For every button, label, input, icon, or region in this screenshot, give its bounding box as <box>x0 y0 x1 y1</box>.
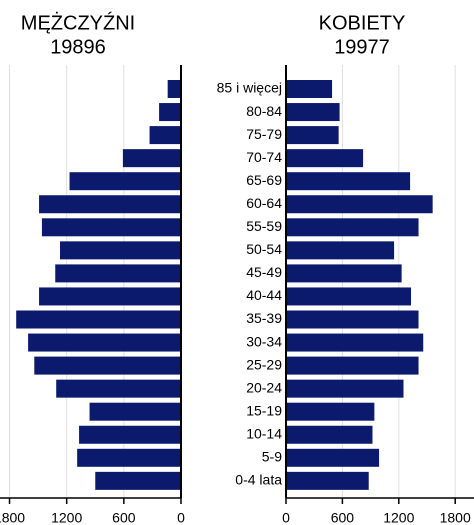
category-label: 25-29 <box>246 356 282 372</box>
bar <box>41 218 182 237</box>
x-tick-label: 1200 <box>51 510 82 525</box>
bar <box>149 126 181 145</box>
bar <box>34 356 181 375</box>
category-label: 5-9 <box>262 449 282 465</box>
bar <box>69 172 181 191</box>
x-tick-label: 1200 <box>383 510 414 525</box>
bar <box>122 149 181 168</box>
category-label: 60-64 <box>246 195 282 211</box>
series-name: MĘŻCZYŹNI <box>21 11 135 34</box>
category-label: 35-39 <box>246 310 282 326</box>
category-label: 45-49 <box>246 264 282 280</box>
bar <box>286 471 369 490</box>
category-label: 20-24 <box>246 379 282 395</box>
bar <box>16 310 182 329</box>
bar <box>55 264 181 283</box>
series-total: 19977 <box>334 36 390 58</box>
bar <box>286 333 424 352</box>
bar <box>286 195 433 214</box>
category-label: 0-4 lata <box>235 472 282 488</box>
bar <box>286 402 375 421</box>
category-label: 75-79 <box>246 126 282 142</box>
series-name: KOBIETY <box>319 12 406 34</box>
category-label: 80-84 <box>246 103 282 119</box>
x-tick-label: 600 <box>331 510 355 525</box>
bar <box>159 103 181 122</box>
category-label: 65-69 <box>246 172 282 188</box>
bar <box>286 80 333 98</box>
bar <box>89 402 181 421</box>
bar <box>286 356 419 375</box>
bar <box>39 195 182 214</box>
bar <box>60 241 181 260</box>
bar <box>286 172 411 191</box>
category-label: 30-34 <box>246 333 282 349</box>
bar <box>39 287 182 306</box>
bar <box>286 448 380 467</box>
bar <box>286 241 395 260</box>
series-total: 19896 <box>50 36 106 58</box>
bar <box>286 287 412 306</box>
category-label: 55-59 <box>246 218 282 234</box>
bar <box>286 103 340 122</box>
bar <box>79 425 181 444</box>
x-tick-label: 0 <box>282 510 290 525</box>
bar <box>286 264 402 283</box>
bar <box>56 379 181 398</box>
bar <box>286 149 364 168</box>
bar <box>77 448 181 467</box>
x-tick-label: 0 <box>177 510 185 525</box>
bar <box>286 126 339 145</box>
category-label: 70-74 <box>246 149 282 165</box>
category-label: 40-44 <box>246 287 282 303</box>
category-label: 50-54 <box>246 241 282 257</box>
x-tick-label: 600 <box>112 510 136 525</box>
bar <box>286 310 419 329</box>
category-label: 10-14 <box>246 425 282 441</box>
x-tick-label: 1800 <box>0 510 25 525</box>
bar <box>167 80 181 98</box>
bar <box>286 379 404 398</box>
bar <box>28 333 181 352</box>
bar <box>286 425 373 444</box>
x-tick-label: 1800 <box>440 510 471 525</box>
bar <box>95 471 181 490</box>
category-label: 15-19 <box>246 402 282 418</box>
category-label: 85 i więcej <box>217 80 282 96</box>
bar <box>286 218 419 237</box>
